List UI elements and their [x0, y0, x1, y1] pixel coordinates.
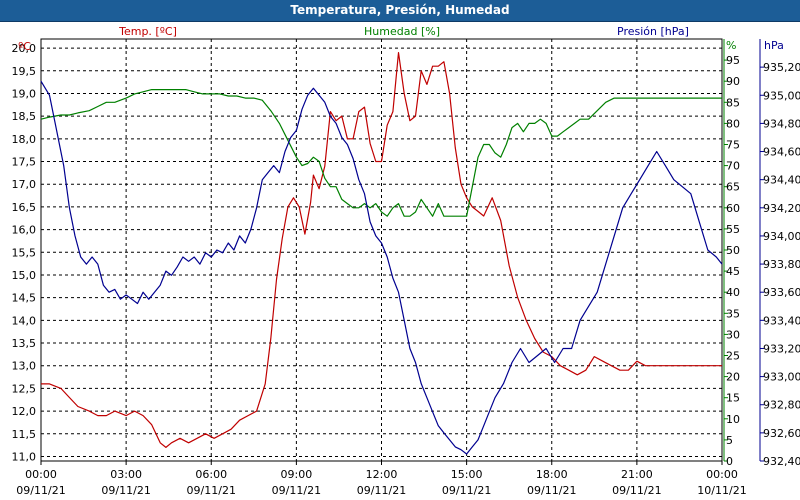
pressure-tick-label: 932,60: [763, 427, 800, 440]
x-tick-time: 15:00: [451, 468, 483, 481]
pressure-unit-label: hPa: [764, 39, 784, 52]
temp-tick-label: 14,0: [12, 314, 37, 327]
x-tick-time: 18:00: [536, 468, 568, 481]
humidity-tick-label: 15: [726, 392, 740, 405]
humidity-tick-label: 25: [726, 350, 740, 363]
humidity-axis-title: Humedad [%]: [364, 25, 440, 38]
pressure-tick-label: 933,60: [763, 286, 800, 299]
axes: 00:00 09/11/21 03:00 09/11/21 06:00 09/11/21 0…: [12, 25, 800, 497]
chart-title: Temperatura, Presión, Humedad: [290, 3, 510, 17]
pressure-tick-label: 932,40: [763, 455, 800, 468]
humidity-tick-label: 60: [726, 202, 740, 215]
x-tick-date: 10/11/21: [697, 484, 746, 497]
humidity-line: [40, 88, 722, 217]
humidity-tick-label: 30: [726, 328, 740, 341]
temp-tick-label: 18,5: [12, 110, 37, 123]
temp-tick-label: 13,5: [12, 337, 37, 350]
humidity-tick-label: 95: [726, 54, 740, 67]
pressure-axis-title: Presión [hPa]: [617, 25, 689, 38]
humidity-unit-label: %: [726, 39, 736, 52]
temp-tick-label: 20,0: [12, 42, 37, 55]
temp-tick-label: 15,5: [12, 246, 37, 259]
humidity-tick-label: 5: [726, 434, 733, 447]
humidity-tick-label: 50: [726, 244, 740, 257]
pressure-tick-label: 934,00: [763, 230, 800, 243]
x-tick-time: 00:00: [706, 468, 738, 481]
pressure-line: [40, 80, 723, 455]
temp-tick-label: 16,5: [12, 201, 37, 214]
humidity-tick-label: 90: [726, 75, 740, 88]
x-tick-date: 09/11/21: [357, 484, 406, 497]
temp-tick-label: 19,5: [12, 65, 37, 78]
humidity-tick-label: 55: [726, 223, 740, 236]
temp-tick-label: 12,0: [12, 405, 37, 418]
series-lines: [40, 51, 723, 455]
temp-axis-title: Temp. [ºC]: [118, 25, 177, 38]
x-tick-date: 09/11/21: [272, 484, 321, 497]
temp-unit-label: ºC: [18, 40, 31, 53]
temp-tick-label: 19,0: [12, 87, 37, 100]
x-tick-time: 06:00: [195, 468, 227, 481]
pressure-tick-label: 934,40: [763, 174, 800, 187]
humidity-tick-label: 10: [726, 413, 740, 426]
x-tick-date: 09/11/21: [527, 484, 576, 497]
temp-tick-label: 18,0: [12, 133, 37, 146]
temp-tick-label: 16,0: [12, 224, 37, 237]
x-tick-date: 09/11/21: [612, 484, 661, 497]
temperature-line: [41, 51, 722, 448]
pressure-tick-label: 933,00: [763, 371, 800, 384]
temp-tick-label: 11,5: [12, 428, 37, 441]
humidity-tick-label: 75: [726, 139, 740, 152]
pressure-tick-label: 933,40: [763, 314, 800, 327]
humidity-tick-label: 35: [726, 307, 740, 320]
chart-title-bar: Temperatura, Presión, Humedad: [0, 0, 800, 22]
pressure-tick-label: 935,00: [763, 89, 800, 102]
temp-tick-label: 12,5: [12, 382, 37, 395]
humidity-tick-label: 70: [726, 160, 740, 173]
humidity-tick-label: 45: [726, 265, 740, 278]
temp-tick-label: 15,0: [12, 269, 37, 282]
temp-tick-label: 14,5: [12, 292, 37, 305]
x-tick-time: 12:00: [366, 468, 398, 481]
pressure-tick-label: 934,60: [763, 146, 800, 159]
x-tick-date: 09/11/21: [101, 484, 150, 497]
pressure-tick-label: 934,80: [763, 117, 800, 130]
x-tick-date: 09/11/21: [187, 484, 236, 497]
x-tick-date: 09/11/21: [442, 484, 491, 497]
pressure-tick-label: 932,80: [763, 399, 800, 412]
chart: 00:00 09/11/21 03:00 09/11/21 06:00 09/11/21 0…: [12, 25, 800, 497]
x-tick-time: 09:00: [281, 468, 313, 481]
pressure-tick-label: 933,80: [763, 258, 800, 271]
humidity-tick-label: 80: [726, 117, 740, 130]
x-tick-time: 00:00: [25, 468, 57, 481]
humidity-tick-label: 65: [726, 181, 740, 194]
humidity-tick-label: 85: [726, 96, 740, 109]
x-tick-date: 09/11/21: [16, 484, 65, 497]
temp-tick-label: 17,5: [12, 156, 37, 169]
grid-lines: [41, 39, 722, 461]
pressure-tick-label: 933,20: [763, 342, 800, 355]
x-tick-time: 03:00: [110, 468, 142, 481]
temp-tick-label: 11,0: [12, 450, 37, 463]
humidity-tick-label: 40: [726, 286, 740, 299]
temp-tick-label: 13,0: [12, 360, 37, 373]
pressure-tick-label: 934,20: [763, 202, 800, 215]
humidity-tick-label: 20: [726, 371, 740, 384]
pressure-tick-label: 935,20: [763, 61, 800, 74]
x-tick-time: 21:00: [621, 468, 653, 481]
humidity-tick-label: 0: [726, 455, 733, 468]
temp-tick-label: 17,0: [12, 178, 37, 191]
